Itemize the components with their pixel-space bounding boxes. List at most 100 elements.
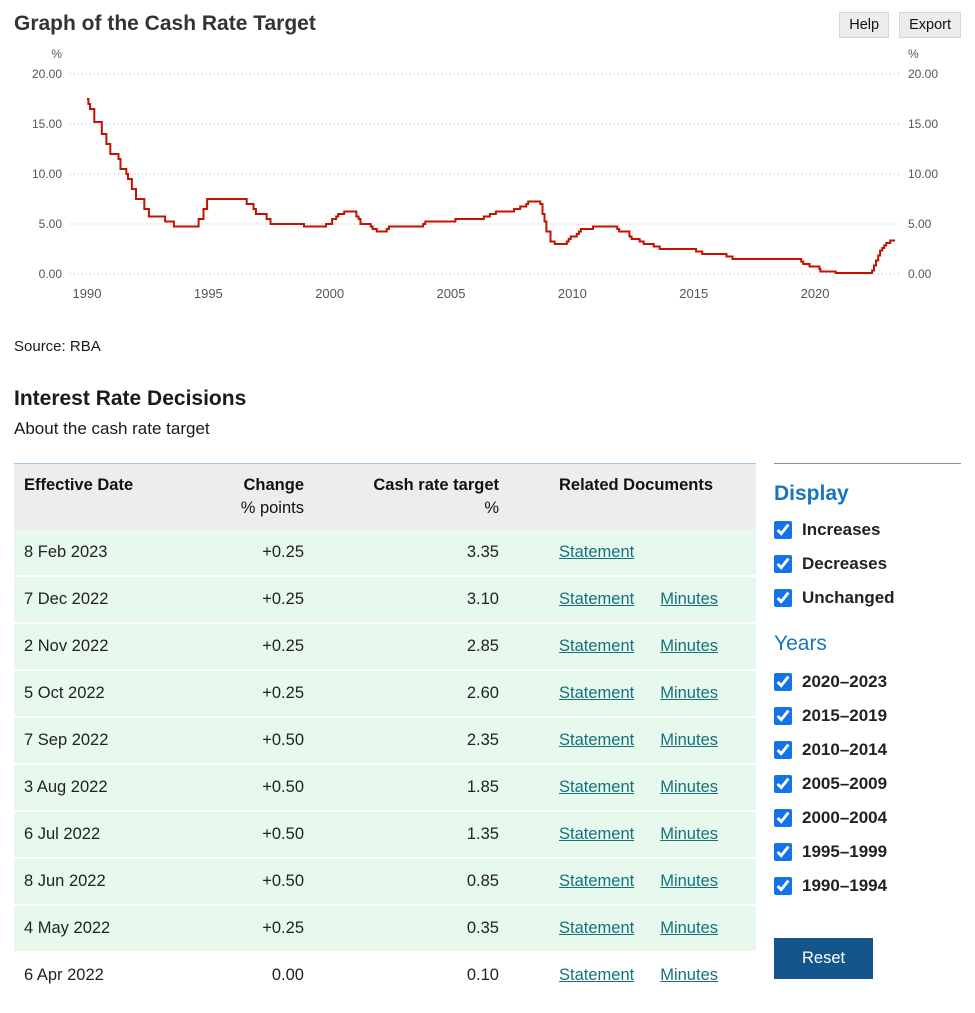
cash-rate-target-cell: 0.85: [466, 872, 499, 890]
minutes-link[interactable]: Minutes: [660, 684, 718, 702]
cash-rate-target-cell: 0.35: [466, 919, 499, 937]
minutes-link[interactable]: Minutes: [660, 731, 718, 749]
change-cell: +0.25: [262, 543, 304, 561]
minutes-link[interactable]: Minutes: [660, 872, 718, 890]
about-cash-rate-link[interactable]: About the cash rate target: [14, 419, 210, 438]
display-option-label: Increases: [802, 520, 881, 539]
statement-link[interactable]: Statement: [559, 825, 635, 843]
y-axis-tick-label: 10.00: [908, 167, 938, 181]
decisions-table: Effective Date Change % points Cash rate…: [14, 463, 756, 998]
minutes-link[interactable]: Minutes: [660, 825, 718, 843]
minutes-link[interactable]: Minutes: [660, 966, 718, 984]
years-option-label: 2010–2014: [802, 740, 888, 759]
effective-date-cell: 2 Nov 2022: [24, 637, 109, 655]
years-checkbox-2020-2023[interactable]: [774, 673, 792, 691]
col-header-effective-date: Effective Date: [14, 463, 189, 530]
effective-date-cell: 6 Apr 2022: [24, 966, 104, 984]
years-option-2005-2009[interactable]: 2005–2009: [774, 774, 961, 794]
export-button[interactable]: Export: [899, 12, 961, 38]
change-cell: +0.25: [262, 919, 304, 937]
statement-link[interactable]: Statement: [559, 731, 635, 749]
statement-link[interactable]: Statement: [559, 543, 635, 561]
x-axis-tick-label: 2010: [558, 286, 587, 301]
table-row: 4 May 2022 +0.25 0.35 Statement Minutes: [14, 905, 756, 952]
change-cell: +0.50: [262, 825, 304, 843]
cash-rate-target-cell: 3.35: [466, 543, 499, 561]
decisions-table-wrap: Effective Date Change % points Cash rate…: [14, 463, 756, 998]
col-header-cash-rate-target: Cash rate target %: [314, 463, 509, 530]
statement-link[interactable]: Statement: [559, 637, 635, 655]
display-option-increases[interactable]: Increases: [774, 520, 961, 540]
years-checkbox-2010-2014[interactable]: [774, 741, 792, 759]
years-option-2015-2019[interactable]: 2015–2019: [774, 706, 961, 726]
change-cell: 0.00: [271, 966, 304, 984]
years-option-label: 1990–1994: [802, 876, 888, 895]
y-axis-unit-label: %: [908, 47, 919, 61]
table-row: 5 Oct 2022 +0.25 2.60 Statement Minutes: [14, 670, 756, 717]
help-button[interactable]: Help: [839, 12, 890, 38]
display-option-decreases[interactable]: Decreases: [774, 554, 961, 574]
years-option-2000-2004[interactable]: 2000–2004: [774, 808, 961, 828]
y-axis-unit-label: %: [51, 47, 62, 61]
display-options: Increases Decreases Unchanged: [774, 520, 961, 608]
minutes-link[interactable]: Minutes: [660, 590, 718, 608]
x-axis-tick-label: 2015: [679, 286, 708, 301]
header-row: Effective Date Change % points Cash rate…: [14, 463, 756, 530]
effective-date-cell: 8 Feb 2023: [24, 543, 108, 561]
statement-link[interactable]: Statement: [559, 919, 635, 937]
reset-button[interactable]: Reset: [774, 938, 874, 979]
years-checkbox-2005-2009[interactable]: [774, 775, 792, 793]
related-documents-cell: Statement Minutes: [509, 670, 756, 717]
display-checkbox-decreases[interactable]: [774, 555, 792, 573]
y-axis-tick-label: 5.00: [908, 217, 932, 231]
display-option-label: Unchanged: [802, 588, 895, 607]
years-option-1995-1999[interactable]: 1995–1999: [774, 842, 961, 862]
statement-link[interactable]: Statement: [559, 778, 635, 796]
decisions-table-head: Effective Date Change % points Cash rate…: [14, 463, 756, 530]
display-checkbox-increases[interactable]: [774, 521, 792, 539]
years-checkbox-2000-2004[interactable]: [774, 809, 792, 827]
top-bar: Graph of the Cash Rate Target Help Expor…: [14, 0, 961, 38]
display-heading: Display: [774, 482, 849, 505]
display-checkbox-unchanged[interactable]: [774, 589, 792, 607]
related-documents-cell: Statement Minutes: [509, 764, 756, 811]
years-checkbox-1995-1999[interactable]: [774, 843, 792, 861]
change-cell: +0.25: [262, 590, 304, 608]
top-buttons: Help Export: [839, 12, 961, 38]
years-checkbox-1990-1994[interactable]: [774, 877, 792, 895]
related-documents-cell: Statement Minutes: [509, 623, 756, 670]
statement-link[interactable]: Statement: [559, 966, 635, 984]
related-documents-cell: Statement Minutes: [509, 717, 756, 764]
target-unit-label: %: [484, 499, 499, 517]
years-option-label: 2015–2019: [802, 706, 888, 725]
minutes-link[interactable]: Minutes: [660, 919, 718, 937]
minutes-link[interactable]: Minutes: [660, 637, 718, 655]
cash-rate-target-cell: 2.35: [466, 731, 499, 749]
cash-rate-target-cell: 2.60: [466, 684, 499, 702]
y-axis-tick-label: 10.00: [32, 167, 62, 181]
x-axis-tick-label: 1995: [194, 286, 223, 301]
years-heading: Years: [774, 632, 827, 655]
statement-link[interactable]: Statement: [559, 590, 635, 608]
change-cell: +0.50: [262, 778, 304, 796]
table-row: 7 Sep 2022 +0.50 2.35 Statement Minutes: [14, 717, 756, 764]
cash-rate-chart: % % 0.00 0.00 5.00 5.00 10.00 10.00 15.00 15.00 20…: [32, 47, 938, 301]
table-row: 2 Nov 2022 +0.25 2.85 Statement Minutes: [14, 623, 756, 670]
years-option-1990-1994[interactable]: 1990–1994: [774, 876, 961, 896]
years-option-2010-2014[interactable]: 2010–2014: [774, 740, 961, 760]
table-row: 8 Feb 2023 +0.25 3.35 Statement: [14, 530, 756, 576]
table-row: 6 Jul 2022 +0.50 1.35 Statement Minutes: [14, 811, 756, 858]
display-option-unchanged[interactable]: Unchanged: [774, 588, 961, 608]
years-option-2020-2023[interactable]: 2020–2023: [774, 672, 961, 692]
cash-rate-target-cell: 1.35: [466, 825, 499, 843]
related-documents-cell: Statement Minutes: [509, 576, 756, 623]
minutes-link[interactable]: Minutes: [660, 778, 718, 796]
statement-link[interactable]: Statement: [559, 684, 635, 702]
related-documents-cell: Statement Minutes: [509, 811, 756, 858]
years-option-label: 2020–2023: [802, 672, 888, 691]
x-axis-tick-label: 2000: [315, 286, 344, 301]
years-checkbox-2015-2019[interactable]: [774, 707, 792, 725]
statement-link[interactable]: Statement: [559, 872, 635, 890]
related-documents-cell: Statement: [509, 530, 756, 576]
